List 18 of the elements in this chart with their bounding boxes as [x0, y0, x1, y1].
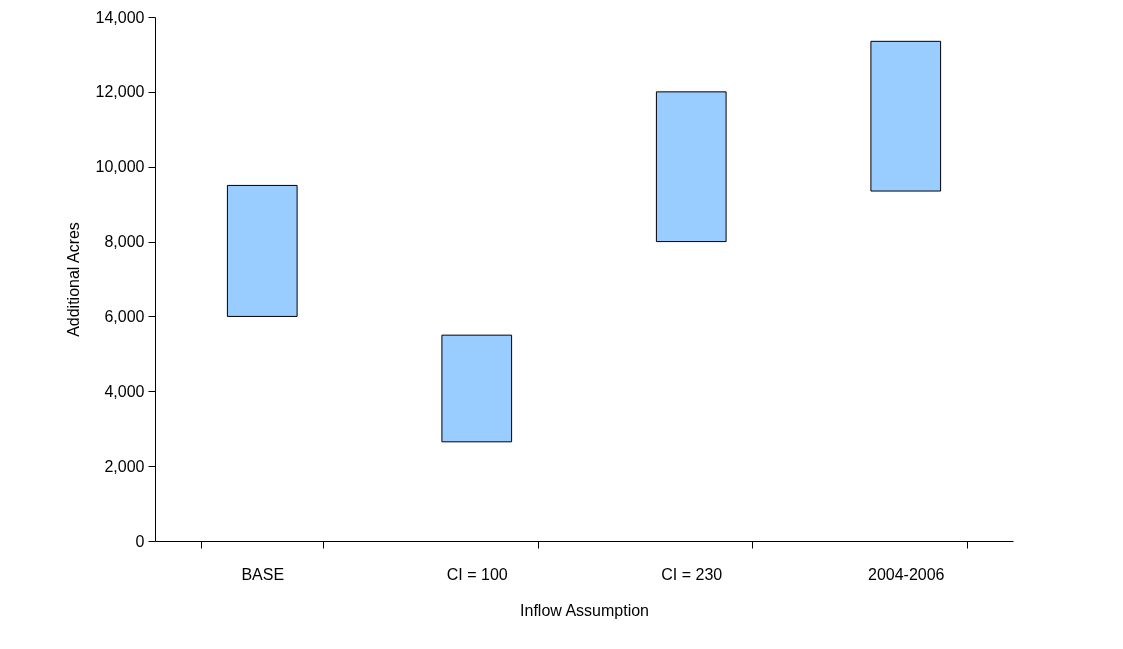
x-axis-title: Inflow Assumption	[520, 601, 649, 619]
x-tick-label: 2004-2006	[867, 565, 945, 583]
y-tick-label: 4,000	[104, 382, 145, 400]
y-tick-label: 14,000	[95, 8, 145, 26]
bar	[441, 334, 513, 443]
bar	[870, 40, 942, 192]
y-axis-title: Additional Acres	[64, 222, 82, 337]
y-tick-label: 10,000	[95, 158, 145, 176]
y-tick-label: 0	[135, 532, 145, 550]
y-tick-label: 12,000	[95, 83, 145, 101]
x-tick-label: CI = 230	[661, 565, 723, 583]
y-tick-label: 6,000	[104, 307, 145, 325]
bar	[226, 184, 298, 317]
x-tick-label: BASE	[241, 565, 285, 583]
bar	[655, 91, 727, 243]
x-tick-label: CI = 100	[446, 565, 508, 583]
y-tick-label: 8,000	[104, 233, 145, 251]
y-tick-label: 2,000	[104, 457, 145, 475]
